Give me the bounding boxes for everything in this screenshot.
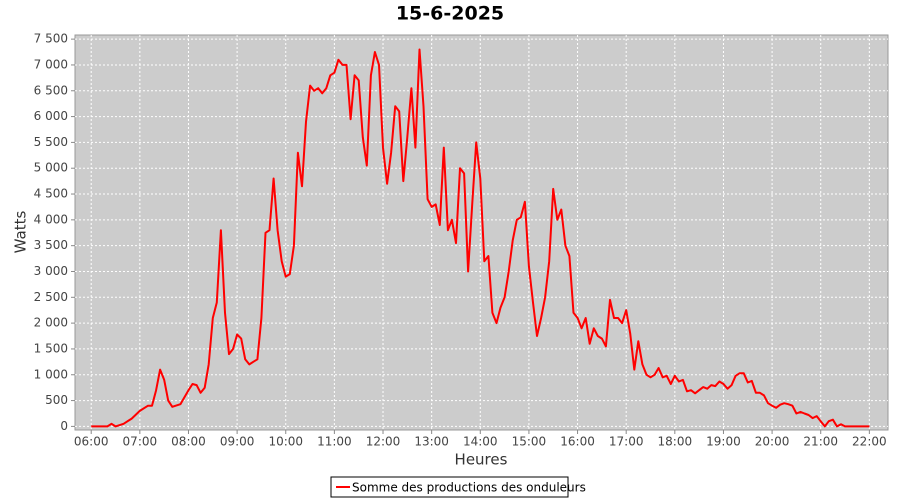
series-line [91, 48, 870, 428]
x-tick-label: 15:00 [512, 435, 547, 449]
y-tick-label: 3 500 [34, 238, 68, 252]
y-tick-label: 7 500 [34, 32, 68, 46]
x-tick-label: 11:00 [317, 435, 352, 449]
y-tick-label: 4 000 [34, 212, 68, 226]
x-tick-label: 06:00 [74, 435, 109, 449]
x-tick-label: 20:00 [755, 435, 790, 449]
legend [330, 476, 569, 498]
y-tick-label: 4 500 [34, 187, 68, 201]
x-tick-label: 08:00 [171, 435, 206, 449]
chart-title: 15-6-2025 [396, 3, 504, 25]
x-tick-label: 12:00 [366, 435, 401, 449]
y-tick-label: 2 500 [34, 290, 68, 304]
x-tick-label: 17:00 [609, 435, 644, 449]
x-tick-label: 07:00 [123, 435, 158, 449]
x-tick-label: 21:00 [803, 435, 838, 449]
x-tick-label: 14:00 [463, 435, 498, 449]
y-tick-label: 6 500 [34, 83, 68, 97]
x-tick-label: 19:00 [706, 435, 741, 449]
y-tick-label: 5 500 [34, 135, 68, 149]
plot-area [74, 34, 889, 431]
y-tick-label: 6 000 [34, 109, 68, 123]
x-tick-label: 18:00 [658, 435, 693, 449]
y-tick-label: 0 [60, 419, 68, 433]
x-tick-label: 16:00 [560, 435, 595, 449]
y-tick-label: 7 000 [34, 57, 68, 71]
y-tick-label: 2 000 [34, 316, 68, 330]
y-tick-label: 500 [45, 393, 68, 407]
legend-label: Somme des productions des onduleurs [352, 481, 586, 495]
y-tick-label: 5 000 [34, 161, 68, 175]
y-tick-label: 3 000 [34, 264, 68, 278]
x-tick-label: 09:00 [220, 435, 255, 449]
x-tick-label: 10:00 [268, 435, 303, 449]
x-axis-label: Heures [455, 451, 508, 469]
y-axis-label: Watts [12, 211, 30, 254]
x-tick-label: 13:00 [414, 435, 449, 449]
y-tick-label: 1 000 [34, 367, 68, 381]
x-tick-label: 22:00 [852, 435, 887, 449]
y-tick-label: 1 500 [34, 341, 68, 355]
